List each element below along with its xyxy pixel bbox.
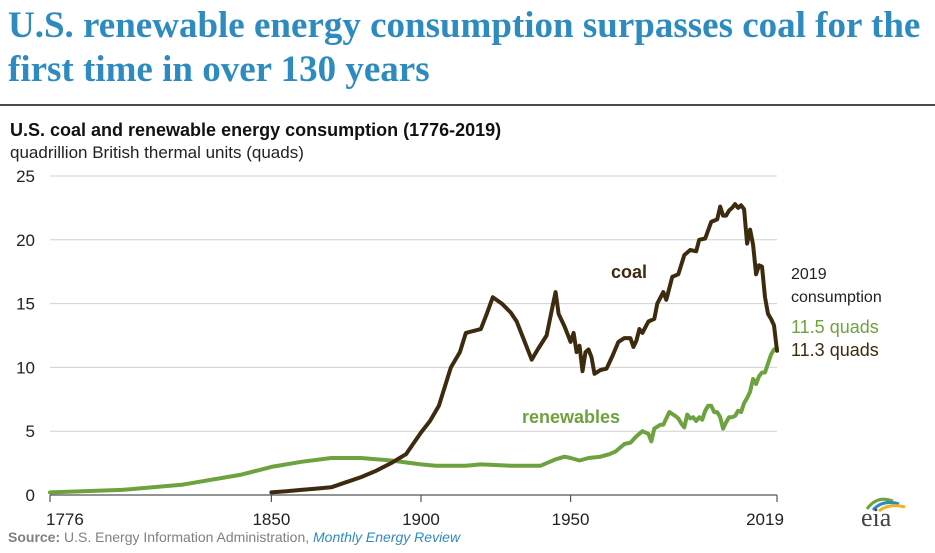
annotation-coal-value: 11.3 quads — [791, 340, 879, 360]
annotation-renewables-value: 11.5 quads — [791, 317, 879, 337]
annotation-consumption: consumption — [791, 289, 882, 306]
header-divider — [0, 104, 935, 106]
y-tick-label: 20 — [16, 231, 35, 250]
series-lines — [48, 202, 779, 495]
coal-series-label: coal — [611, 262, 647, 282]
axes: 0 5 10 15 20 25 1776 1850 1900 1950 2019 — [16, 167, 784, 529]
y-tick-label: 15 — [16, 295, 35, 314]
x-tick-label: 1900 — [402, 510, 440, 529]
eia-logo-swoosh-icon — [865, 497, 906, 513]
renewables-series-label: renewables — [522, 407, 620, 427]
chart-subtitle: quadrillion British thermal units (quads… — [10, 143, 304, 162]
gridlines — [50, 175, 777, 432]
y-tick-label: 0 — [26, 486, 35, 505]
eia-logo-text: eia — [861, 503, 892, 532]
chart-title: U.S. coal and renewable energy consumpti… — [10, 120, 502, 140]
x-tick-label: 1776 — [46, 510, 84, 529]
annotation-year: 2019 — [791, 266, 827, 283]
y-tick-label: 5 — [26, 422, 35, 441]
source-note: Source: U.S. Energy Information Administ… — [8, 529, 460, 545]
source-label: Source: — [8, 529, 61, 545]
eia-logo: eia — [855, 493, 911, 533]
source-text: U.S. Energy Information Administration, — [64, 529, 310, 545]
headline: U.S. renewable energy consumption surpas… — [8, 5, 921, 90]
y-tick-label: 10 — [16, 358, 35, 377]
coal-series-line — [269, 202, 779, 495]
renewables-series-line — [48, 346, 779, 495]
x-tick-label: 1850 — [252, 510, 290, 529]
x-tick-label: 1950 — [552, 510, 590, 529]
y-tick-label: 25 — [16, 167, 35, 186]
x-tick-label: 2019 — [746, 510, 784, 529]
source-publication-link[interactable]: Monthly Energy Review — [313, 529, 461, 545]
